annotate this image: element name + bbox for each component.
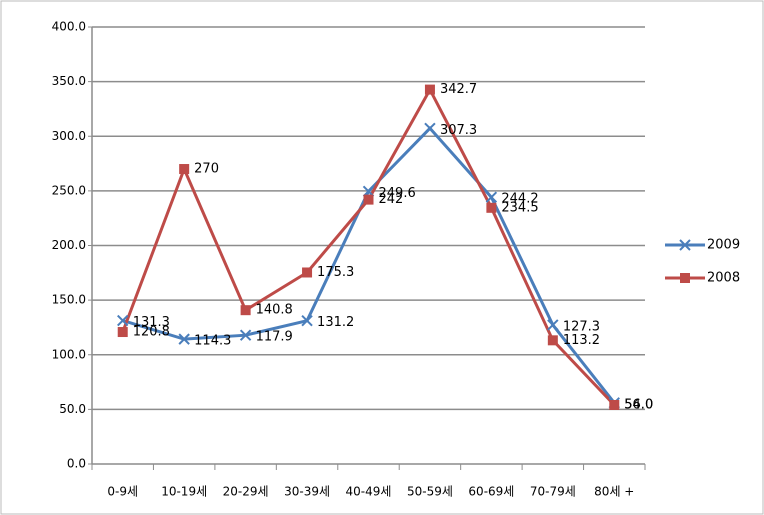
marker: [363, 194, 374, 205]
legend-label: 2009: [707, 238, 740, 253]
x-tick-label: 0-9세: [107, 485, 138, 499]
data-label: 249.6: [379, 186, 416, 201]
data-label: 127.3: [563, 319, 600, 334]
x-tick-label: 60-69세: [468, 485, 514, 499]
marker: [179, 164, 190, 175]
marker: [302, 267, 313, 278]
y-tick-label: 200.0: [52, 238, 86, 252]
legend-marker: [680, 273, 690, 283]
data-label: 307.3: [440, 123, 477, 138]
marker: [424, 122, 436, 134]
y-tick-label: 350.0: [52, 74, 86, 88]
data-label: 270: [194, 162, 219, 177]
data-label: 175.3: [317, 265, 354, 280]
x-tick-label: 20-29세: [223, 485, 269, 499]
data-label: 234.5: [501, 200, 538, 215]
data-label: 242: [379, 192, 404, 207]
data-label: 342.7: [440, 82, 477, 97]
y-tick-label: 400.0: [52, 20, 86, 34]
data-label: 120.8: [133, 325, 170, 340]
x-tick-label: 70-79세: [530, 485, 576, 499]
marker: [486, 202, 497, 213]
marker: [178, 333, 190, 345]
legend-marker: [679, 239, 691, 251]
x-tick-label: 80세 +: [594, 485, 634, 499]
marker: [117, 314, 129, 327]
y-tick-label: 300.0: [52, 129, 86, 143]
data-label: 56.0: [624, 397, 653, 412]
marker: [547, 335, 558, 346]
data-label: 117.9: [256, 330, 293, 345]
marker: [117, 327, 128, 338]
marker: [609, 400, 620, 411]
y-tick-label: 250.0: [52, 183, 86, 197]
marker: [240, 305, 251, 316]
data-label: 131.3: [133, 315, 170, 330]
legend-label: 2008: [707, 271, 740, 286]
marker: [547, 319, 559, 331]
marker: [485, 191, 498, 203]
y-tick-label: 100.0: [52, 347, 86, 361]
data-label: 244.2: [501, 192, 538, 207]
x-tick-label: 30-39세: [284, 485, 330, 499]
data-label: 54.0: [624, 398, 653, 413]
y-tick-label: 150.0: [52, 293, 86, 307]
y-tick-label: 0.0: [67, 457, 86, 471]
marker: [239, 329, 252, 341]
data-label: 114.3: [194, 334, 231, 349]
x-tick-label: 10-19세: [161, 485, 207, 499]
marker: [424, 84, 435, 95]
data-label: 113.2: [563, 333, 600, 348]
y-tick-label: 50.0: [59, 402, 86, 416]
marker: [301, 314, 313, 327]
data-label: 131.2: [317, 315, 354, 330]
x-tick-label: 50-59세: [407, 485, 453, 499]
data-label: 140.8: [256, 303, 293, 318]
x-tick-label: 40-49세: [346, 485, 392, 499]
